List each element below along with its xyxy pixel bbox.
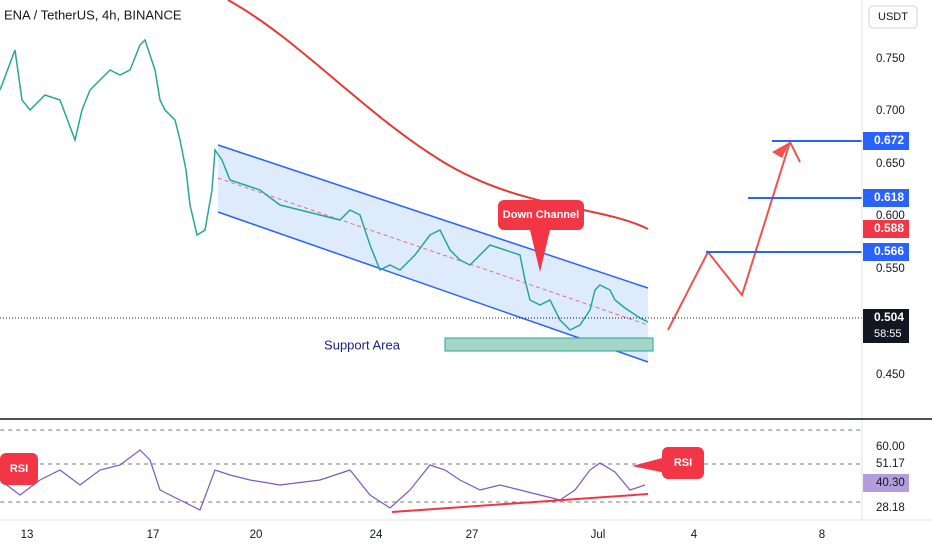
time-label: 24	[370, 529, 383, 541]
price-trace	[0, 38, 649, 331]
rsi-label: 60.00	[876, 441, 905, 453]
price-axis: 0.750 0.700 0.650 0.600 0.550 0.450	[876, 53, 905, 381]
rsi-tag	[863, 474, 909, 492]
rsi-label: 40.30	[876, 477, 905, 489]
time-axis: 13 17 20 24 27 Jul 4 8	[21, 529, 826, 541]
price-tag	[863, 309, 909, 343]
time-label: 20	[250, 529, 263, 541]
price-label: 0.550	[876, 263, 905, 275]
rsi-callout-label: RSI	[10, 463, 28, 475]
callout-pointer	[530, 230, 550, 272]
time-label: 27	[466, 529, 479, 541]
time-label: Jul	[591, 529, 606, 541]
price-tag-label: 0.672	[874, 133, 904, 147]
price-label: 0.450	[876, 369, 905, 381]
support-zone	[444, 337, 654, 352]
time-label: 8	[819, 529, 825, 541]
rsi-callout-pointer	[632, 457, 666, 473]
channel-mid	[217, 177, 649, 326]
price-label: 0.650	[876, 158, 905, 170]
price-tag	[863, 220, 909, 238]
channel-lower	[217, 211, 649, 363]
channel-fill	[218, 145, 648, 362]
rsi-callout	[0, 453, 38, 485]
support-label: Support Area	[324, 337, 401, 352]
channel-upper	[217, 144, 649, 289]
projection-arrow	[772, 142, 790, 158]
price-label: 0.600	[876, 210, 905, 222]
rsi-label: 28.18	[876, 502, 905, 514]
price-tag	[863, 132, 909, 150]
rsi-axis: 60.00 51.17 40.30 28.18	[863, 441, 909, 514]
callout	[498, 200, 584, 230]
rsi-callout	[662, 447, 704, 479]
time-label: 4	[691, 529, 698, 541]
price-tag-label: 0.588	[874, 221, 904, 235]
price-tag	[863, 243, 909, 261]
currency-label: USDT	[878, 11, 908, 23]
price-label: 0.700	[876, 105, 905, 117]
price-tag	[863, 189, 909, 207]
rsi-divergence	[391, 493, 649, 513]
price-tag-label: 0.504	[874, 310, 904, 324]
price-label: 0.750	[876, 53, 905, 65]
currency-button[interactable]	[868, 5, 918, 29]
countdown-label: 58:55	[874, 328, 902, 340]
time-label: 13	[21, 529, 34, 541]
price-tag-label: 0.618	[874, 190, 904, 204]
rsi-label: 51.17	[876, 458, 905, 470]
symbol-title: ENA / TetherUS, 4h, BINANCE	[4, 7, 182, 22]
rsi-line	[0, 449, 646, 511]
price-tag-label: 0.566	[874, 244, 904, 258]
time-label: 17	[147, 529, 160, 541]
callout-label: Down Channel	[503, 209, 579, 221]
projection	[667, 139, 801, 331]
moving-average	[227, 0, 649, 230]
rsi-callout-label: RSI	[674, 457, 692, 469]
